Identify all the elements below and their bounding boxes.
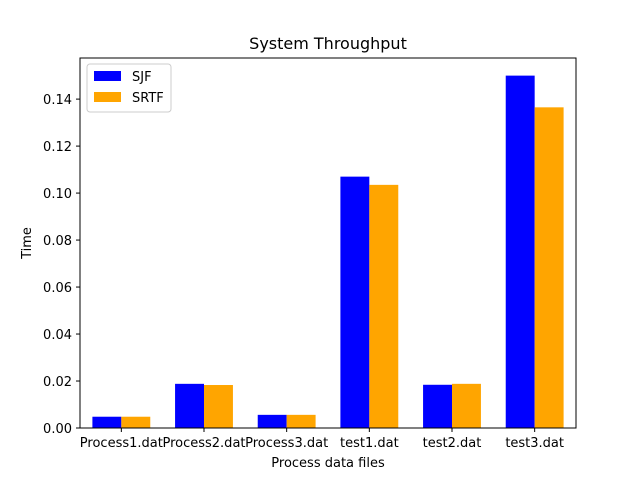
x-tick-label: Process2.dat bbox=[162, 436, 245, 451]
x-axis: Process1.dat Process2.dat Process3.dat test… bbox=[80, 428, 564, 451]
x-tick-label: test1.dat bbox=[340, 436, 399, 451]
legend-label-srtf: SRTF bbox=[132, 91, 164, 106]
bars-group bbox=[92, 75, 564, 428]
bar-sjf-process2-dat bbox=[175, 383, 204, 428]
bar-srtf-test3-dat bbox=[534, 107, 564, 428]
bar-srtf-process1-dat bbox=[121, 416, 151, 428]
legend-label-sjf: SJF bbox=[132, 70, 152, 85]
legend: SJF SRTF bbox=[86, 63, 172, 113]
y-tick-label: 0.04 bbox=[43, 328, 72, 343]
y-tick-label: 0.14 bbox=[43, 93, 72, 108]
y-tick-label: 0.02 bbox=[43, 375, 72, 390]
y-tick-label: 0.10 bbox=[43, 187, 72, 202]
x-axis-label: Process data files bbox=[271, 456, 385, 471]
y-tick-label: 0.00 bbox=[43, 422, 72, 437]
bar-sjf-process3-dat bbox=[257, 414, 287, 428]
legend-swatch-sjf bbox=[94, 71, 121, 81]
bar-sjf-test1-dat bbox=[340, 176, 370, 428]
bar-sjf-test3-dat bbox=[505, 75, 535, 428]
y-axis-label: Time bbox=[20, 227, 35, 260]
x-tick-label: Process3.dat bbox=[245, 436, 328, 451]
bar-srtf-test1-dat bbox=[369, 184, 399, 428]
bar-srtf-process2-dat bbox=[204, 385, 233, 428]
y-tick-label: 0.12 bbox=[43, 140, 72, 155]
bar-sjf-test2-dat bbox=[423, 384, 452, 428]
y-tick-label: 0.06 bbox=[43, 281, 72, 296]
bar-sjf-process1-dat bbox=[92, 416, 122, 428]
plot-frame bbox=[79, 57, 577, 429]
x-tick-label: test2.dat bbox=[423, 436, 482, 451]
chart-title: System Throughput bbox=[249, 34, 407, 53]
bar-srtf-process3-dat bbox=[286, 414, 316, 428]
y-tick-label: 0.08 bbox=[43, 234, 72, 249]
y-axis: 0.00 0.02 0.04 0.06 0.08 0.10 0.12 0.14 bbox=[43, 93, 80, 437]
x-tick-label: Process1.dat bbox=[80, 436, 163, 451]
bar-srtf-test2-dat bbox=[452, 383, 481, 428]
x-tick-label: test3.dat bbox=[505, 436, 564, 451]
legend-swatch-srtf bbox=[94, 92, 121, 102]
